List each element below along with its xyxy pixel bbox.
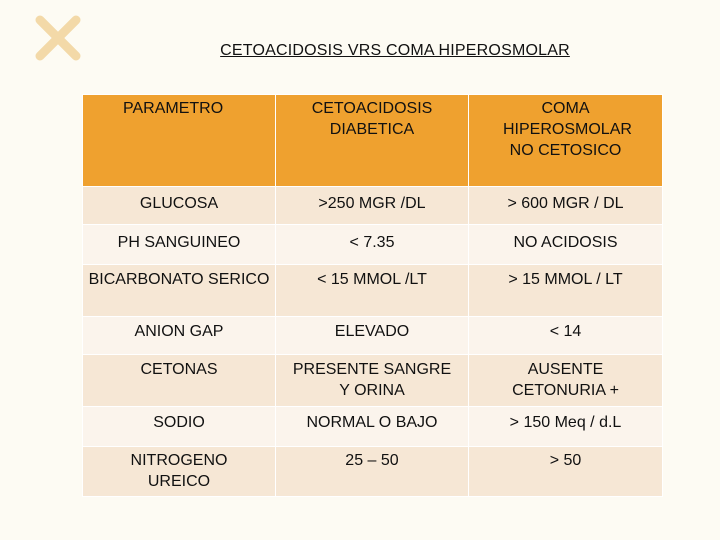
table-row: GLUCOSA >250 MGR /DL > 600 MGR / DL xyxy=(82,186,663,225)
table-header-row: PARAMETRO CETOACIDOSIS DIABETICA COMA HI… xyxy=(82,94,663,187)
cell-parameter: CETONAS xyxy=(82,354,276,407)
cell-parameter: BICARBONATO SERICO xyxy=(82,264,276,317)
cell-cetoacidosis: PRESENTE SANGRE Y ORINA xyxy=(275,354,469,407)
cell-coma: < 14 xyxy=(468,316,663,355)
cell-parameter: PH SANGUINEO xyxy=(82,224,276,265)
cell-parameter: GLUCOSA xyxy=(82,186,276,225)
cell-coma: > 15 MMOL / LT xyxy=(468,264,663,317)
header-parametro: PARAMETRO xyxy=(82,94,276,187)
cell-parameter: SODIO xyxy=(82,406,276,447)
cell-coma: NO ACIDOSIS xyxy=(468,224,663,265)
cell-coma: > 150 Meq / d.L xyxy=(468,406,663,447)
cell-coma: > 50 xyxy=(468,446,663,497)
x-mark-icon xyxy=(35,15,81,61)
comparison-table: PARAMETRO CETOACIDOSIS DIABETICA COMA HI… xyxy=(82,94,663,497)
cell-parameter: NITROGENO UREICO xyxy=(82,446,276,497)
table-row: ANION GAP ELEVADO < 14 xyxy=(82,316,663,355)
cell-cetoacidosis: < 7.35 xyxy=(275,224,469,265)
cell-cetoacidosis: 25 – 50 xyxy=(275,446,469,497)
table-row: BICARBONATO SERICO < 15 MMOL /LT > 15 MM… xyxy=(82,264,663,317)
slide-title: CETOACIDOSIS VRS COMA HIPEROSMOLAR xyxy=(220,42,570,59)
header-coma-hiperosmolar: COMA HIPEROSMOLAR NO CETOSICO xyxy=(468,94,663,187)
cell-cetoacidosis: >250 MGR /DL xyxy=(275,186,469,225)
cell-coma: AUSENTE CETONURIA + xyxy=(468,354,663,407)
cell-coma: > 600 MGR / DL xyxy=(468,186,663,225)
header-cetoacidosis: CETOACIDOSIS DIABETICA xyxy=(275,94,469,187)
table-row: PH SANGUINEO < 7.35 NO ACIDOSIS xyxy=(82,224,663,265)
table-row: CETONAS PRESENTE SANGRE Y ORINA AUSENTE … xyxy=(82,354,663,407)
cell-cetoacidosis: NORMAL O BAJO xyxy=(275,406,469,447)
table-row: NITROGENO UREICO 25 – 50 > 50 xyxy=(82,446,663,497)
cell-cetoacidosis: < 15 MMOL /LT xyxy=(275,264,469,317)
cell-parameter: ANION GAP xyxy=(82,316,276,355)
table-row: SODIO NORMAL O BAJO > 150 Meq / d.L xyxy=(82,406,663,447)
cell-cetoacidosis: ELEVADO xyxy=(275,316,469,355)
